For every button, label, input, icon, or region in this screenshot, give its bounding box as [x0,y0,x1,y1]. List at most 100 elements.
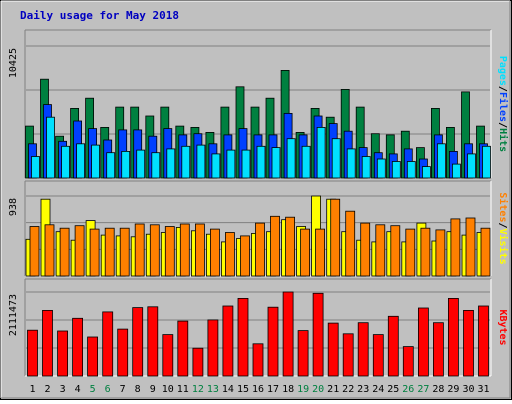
bar-kbytes-undefined [42,309,53,377]
bar-sites-undefined [270,215,280,277]
bar-pages-16 [256,145,266,179]
bar-pages-1 [31,156,40,179]
chart-title: Daily usage for May 2018 [20,9,179,22]
side-label-separator: / [497,122,508,128]
x-tick-label: 13 [207,384,219,395]
bar-pages-11 [181,145,191,179]
panel-2-y-tick-label: 938 [8,198,19,216]
bar-pages-26 [406,161,416,179]
panel-1: 10425 Pages/Files/Hits [8,29,509,179]
bar-sites-undefined [179,223,190,277]
x-tick-label: 5 [90,384,96,395]
x-tick-label: 18 [282,384,294,395]
bar-kbytes-undefined [402,346,414,377]
x-tick-label: 12 [192,384,204,395]
x-tick-label: 4 [75,384,81,395]
side-label-hits: Hits [497,128,509,152]
bar-pages-14 [226,149,236,179]
x-tick-label: 21 [327,384,339,395]
x-tick-label: 1 [29,384,35,395]
bar-sites-undefined [285,216,296,277]
bar-kbytes-undefined [372,334,384,377]
side-label-files: Files [497,92,509,122]
bar-pages-3 [61,145,70,179]
bar-sites-undefined [360,222,371,277]
side-label-separator: / [497,86,508,92]
x-tick-label: 26 [402,384,414,395]
bar-kbytes-undefined [447,297,459,377]
bar-kbytes-undefined [267,306,279,377]
bar-pages-29 [451,163,461,179]
bar-kbytes-undefined [117,328,129,377]
bar-sites-undefined [134,223,145,277]
bar-pages-18 [286,138,296,179]
bar-pages-12 [196,144,206,179]
x-tick-label: 10 [162,384,174,395]
bar-kbytes-undefined [327,322,339,377]
bar-pages-30 [467,153,476,179]
bar-sites-undefined [29,226,40,277]
bar-pages-25 [391,161,401,179]
bar-sites-undefined [375,224,386,277]
bar-sites-undefined [420,227,431,277]
panel-2: 938 Sites/Visits [8,180,509,277]
bar-pages-24 [376,158,386,179]
bar-sites-undefined [74,225,85,277]
bar-sites-undefined [300,228,311,277]
bar-pages-21 [331,138,341,179]
bar-sites-undefined [194,223,205,277]
bar-pages-5 [91,144,100,179]
bar-sites-undefined [450,218,461,277]
bar-kbytes-undefined [162,334,174,377]
bar-sites-undefined [480,227,491,277]
x-tick-label: 19 [297,384,309,395]
panel-2-side-label: Sites/Visits [497,192,509,264]
x-tick-label: 20 [312,384,324,395]
bar-pages-19 [301,145,311,179]
bar-pages-23 [361,156,371,179]
bar-kbytes-undefined [357,322,369,377]
bar-sites-undefined [164,226,175,277]
x-tick-label: 3 [60,384,66,395]
bar-pages-15 [241,149,251,179]
bar-pages-2 [46,116,55,179]
bar-sites-undefined [390,225,401,277]
bar-sites-undefined [435,229,446,277]
side-label-kbytes: KBytes [497,309,508,345]
side-label-visits: Visits [497,229,509,265]
x-tick-label: 2 [44,384,50,395]
bar-kbytes-undefined [27,329,38,377]
bar-sites-undefined [405,228,416,277]
x-tick-label: 29 [447,384,459,395]
x-tick-label: 16 [252,384,264,395]
bar-kbytes-undefined [222,305,234,377]
x-tick-label: 6 [105,384,111,395]
bar-pages-7 [121,150,131,179]
panel-3-y-tick-label: 2111473 [8,294,19,336]
bar-pages-31 [482,145,491,179]
x-tick-label: 31 [477,384,489,395]
bar-kbytes-undefined [72,317,83,377]
bar-kbytes-undefined [342,333,354,377]
bar-sites-undefined [330,198,341,277]
bar-sites-undefined [315,228,326,277]
bar-kbytes-undefined [417,307,429,377]
bar-kbytes-undefined [57,330,68,377]
bar-kbytes-undefined [432,322,444,377]
bar-sites-undefined [209,228,220,277]
bar-sites-undefined [465,217,476,277]
bar-pages-27 [421,166,431,179]
side-label-sites: Sites [497,192,509,222]
bar-pages-10 [166,148,176,179]
bar-kbytes-undefined [87,336,98,377]
bar-sites-undefined [104,227,115,277]
bar-kbytes-undefined [297,330,309,377]
panel-3: 2111473 KBytes [8,278,508,377]
bar-kbytes-undefined [132,307,144,377]
bar-sites-undefined [44,224,55,277]
bar-sites-undefined [255,222,265,277]
bar-pages-20 [316,127,326,179]
bar-kbytes-undefined [312,292,324,377]
bar-sites-undefined [240,235,250,277]
